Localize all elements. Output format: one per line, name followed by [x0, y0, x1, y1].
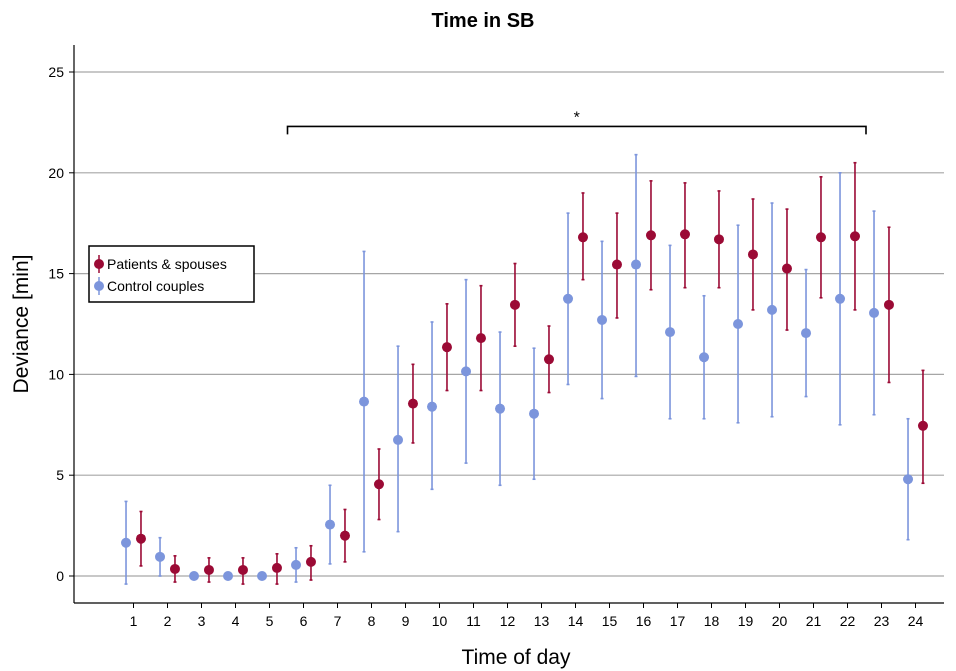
x-tick-label: 18: [704, 613, 720, 629]
x-tick-label: 23: [874, 613, 890, 629]
data-point: [121, 537, 132, 548]
data-point: [475, 333, 486, 344]
data-point: [427, 401, 438, 412]
chart-title: Time in SB: [432, 10, 535, 32]
data-point: [747, 249, 758, 260]
data-point: [767, 304, 778, 315]
data-point: [713, 234, 724, 245]
data-point: [325, 519, 336, 530]
data-point: [835, 293, 846, 304]
data-point: [271, 562, 282, 573]
data-point: [461, 366, 472, 377]
y-tick-label: 0: [56, 568, 64, 584]
data-point: [917, 420, 928, 431]
data-point: [597, 314, 608, 325]
data-point: [699, 352, 710, 363]
x-tick-label: 11: [466, 613, 481, 629]
gridlines: [74, 71, 944, 577]
x-tick-label: 17: [670, 613, 686, 629]
data-point: [611, 259, 622, 270]
series-controls: [121, 153, 914, 585]
x-tick-label: 6: [300, 613, 308, 629]
x-tick-label: 21: [806, 613, 822, 629]
y-tick-label: 20: [48, 165, 64, 181]
data-point: [781, 263, 792, 274]
series-patients: [135, 161, 928, 585]
data-point: [509, 299, 520, 310]
x-tick-labels: 1 2 3 4 5 6 7 8 9 10 11 12 13 14 15 16 17 18 19 20 21 22 23 24: [130, 613, 924, 629]
x-tick-label: 5: [266, 613, 274, 629]
data-point: [495, 403, 506, 414]
data-point: [407, 398, 418, 409]
x-tick-label: 16: [636, 613, 652, 629]
axes: [69, 45, 944, 608]
significance-label: *: [574, 109, 580, 126]
legend-marker: [94, 259, 104, 269]
data-point: [155, 551, 166, 562]
x-tick-label: 14: [568, 613, 584, 629]
data-point: [305, 556, 316, 567]
data-point: [679, 229, 690, 240]
legend-label: Control couples: [107, 278, 204, 294]
x-tick-label: 22: [840, 613, 856, 629]
x-tick-label: 2: [164, 613, 172, 629]
data-point: [849, 231, 860, 242]
x-axis-label: Time of day: [462, 646, 571, 669]
x-tick-label: 19: [738, 613, 754, 629]
legend-label: Patients & spouses: [107, 256, 227, 272]
x-tick-label: 1: [130, 613, 138, 629]
data-series: [121, 153, 928, 585]
x-tick-label: 3: [198, 613, 206, 629]
data-point: [563, 293, 574, 304]
data-point: [339, 530, 350, 541]
y-axis-label: Deviance [min]: [10, 255, 33, 394]
x-tick-label: 24: [908, 613, 924, 629]
x-tick-label: 13: [534, 613, 550, 629]
data-point: [903, 474, 914, 485]
data-point: [883, 299, 894, 310]
data-point: [189, 571, 200, 581]
x-tick-label: 12: [500, 613, 516, 629]
data-point: [815, 232, 826, 243]
significance-bracket-group: *: [286, 109, 867, 135]
data-point: [801, 328, 812, 339]
y-tick-labels: 0 5 10 15 20 25: [48, 64, 64, 584]
data-point: [631, 259, 642, 270]
x-tick-label: 10: [432, 613, 448, 629]
data-point: [577, 232, 588, 243]
data-point: [203, 564, 214, 575]
y-tick-label: 5: [56, 467, 64, 483]
data-point: [529, 408, 540, 419]
x-tick-label: 8: [368, 613, 376, 629]
data-point: [869, 307, 880, 318]
data-point: [291, 559, 302, 570]
x-tick-label: 4: [232, 613, 240, 629]
x-tick-label: 15: [602, 613, 618, 629]
data-point: [543, 354, 554, 365]
data-point: [393, 434, 404, 445]
x-tick-label: 7: [334, 613, 342, 629]
data-point: [223, 571, 234, 581]
data-point: [359, 396, 370, 407]
data-point: [169, 563, 180, 574]
data-point: [645, 230, 656, 241]
data-point: [135, 533, 146, 544]
y-tick-label: 15: [48, 266, 64, 282]
x-tick-label: 9: [402, 613, 410, 629]
x-tick-label: 20: [772, 613, 788, 629]
data-point: [441, 342, 452, 353]
data-point: [373, 479, 384, 490]
data-point: [733, 319, 744, 329]
data-point: [665, 327, 676, 338]
y-tick-label: 10: [48, 366, 64, 382]
legend-marker: [94, 281, 104, 291]
y-tick-label: 25: [48, 64, 64, 80]
data-point: [257, 571, 268, 581]
legend-box: [88, 245, 255, 303]
data-point: [237, 564, 248, 575]
legend: Patients & spouses Control couples: [88, 245, 255, 303]
significance-bracket: [286, 125, 867, 135]
